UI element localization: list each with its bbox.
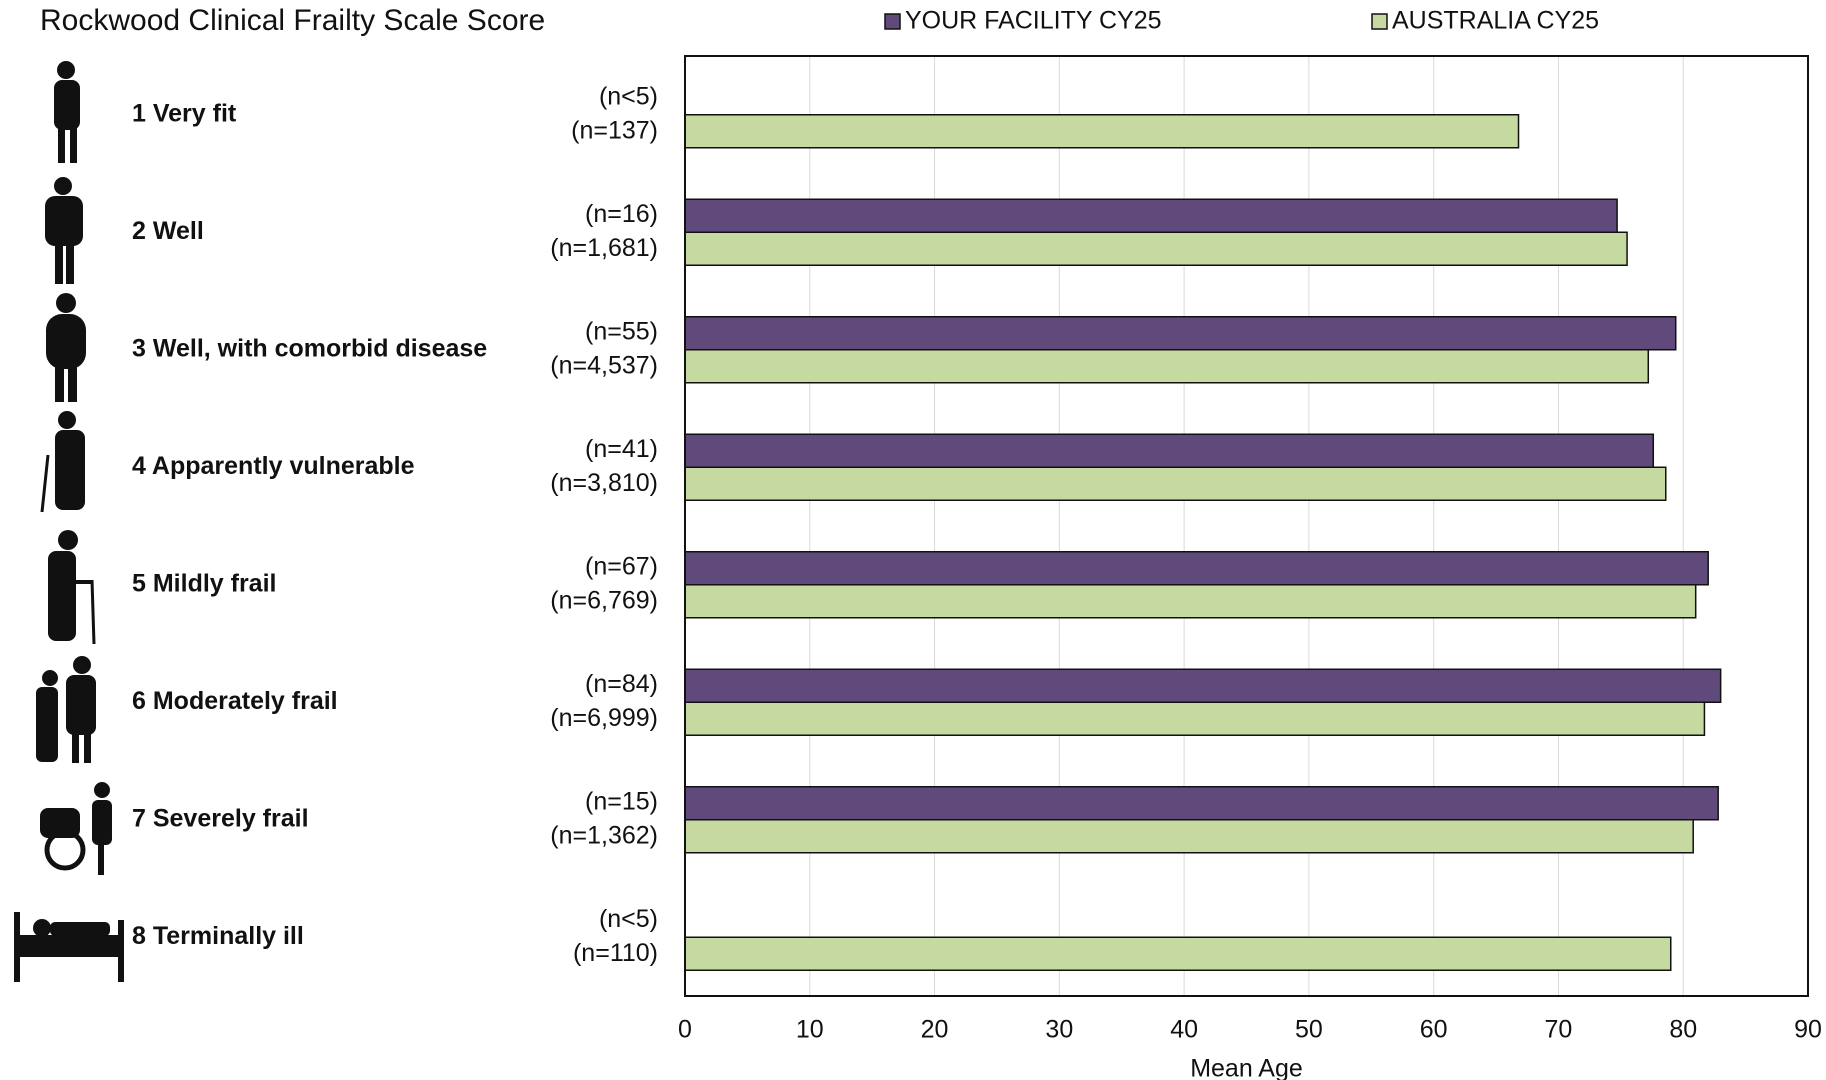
x-tick-label: 80 (1669, 1016, 1697, 1044)
n-label: (n=1,681) (550, 234, 658, 262)
chart-title: Rockwood Clinical Frailty Scale Score (40, 4, 545, 37)
n-label: (n=4,537) (550, 351, 658, 379)
x-tick-label: 50 (1295, 1016, 1323, 1044)
bar (684, 551, 1709, 586)
n-label: (n=1,362) (550, 821, 658, 849)
bar (684, 316, 1677, 351)
n-label: (n=137) (571, 116, 658, 144)
category-label: 4 Apparently vulnerable (132, 452, 415, 480)
n-label: (n=6,769) (550, 586, 658, 614)
category-label: 5 Mildly frail (132, 569, 276, 597)
category-label: 8 Terminally ill (132, 922, 304, 950)
legend-label: YOUR FACILITY CY25 (905, 7, 1162, 35)
category-label: 2 Well (132, 217, 204, 245)
bar (684, 819, 1694, 854)
n-label: (n<5) (599, 905, 658, 933)
category-label: 3 Well, with comorbid disease (132, 334, 487, 362)
bar (684, 349, 1650, 384)
bar (684, 231, 1628, 266)
legend-swatch (1371, 13, 1388, 30)
n-label: (n=110) (573, 939, 658, 967)
x-tick-label: 0 (678, 1016, 692, 1044)
bar (684, 701, 1706, 736)
x-tick-label: 90 (1794, 1016, 1822, 1044)
x-tick-label: 10 (796, 1016, 824, 1044)
bar (684, 936, 1672, 971)
n-label: (n<5) (599, 82, 658, 110)
category-label: 1 Very fit (132, 99, 237, 127)
n-label: (n=41) (585, 435, 658, 463)
bar (684, 584, 1697, 619)
category-label: 6 Moderately frail (132, 687, 338, 715)
n-label: (n=16) (585, 200, 658, 228)
legend-swatch (884, 13, 901, 30)
n-label: (n=15) (585, 787, 658, 815)
bar (684, 466, 1667, 501)
x-tick-label: 60 (1420, 1016, 1448, 1044)
bar (684, 433, 1655, 468)
x-tick-label: 40 (1170, 1016, 1198, 1044)
n-label: (n=3,810) (550, 469, 658, 497)
bar (684, 114, 1520, 149)
n-label: (n=84) (585, 670, 658, 698)
x-tick-label: 20 (921, 1016, 949, 1044)
frailty-icons (14, 61, 124, 982)
bar (684, 668, 1722, 703)
category-label: 7 Severely frail (132, 804, 309, 832)
legend-label: AUSTRALIA CY25 (1392, 7, 1599, 35)
bar (684, 198, 1618, 233)
x-tick-label: 70 (1545, 1016, 1573, 1044)
x-axis-label: Mean Age (1190, 1055, 1303, 1080)
n-label: (n=55) (585, 317, 658, 345)
plot-frame (684, 55, 1809, 997)
n-label: (n=6,999) (550, 704, 658, 732)
x-tick-label: 30 (1045, 1016, 1073, 1044)
n-label: (n=67) (585, 552, 658, 580)
bar (684, 786, 1719, 821)
